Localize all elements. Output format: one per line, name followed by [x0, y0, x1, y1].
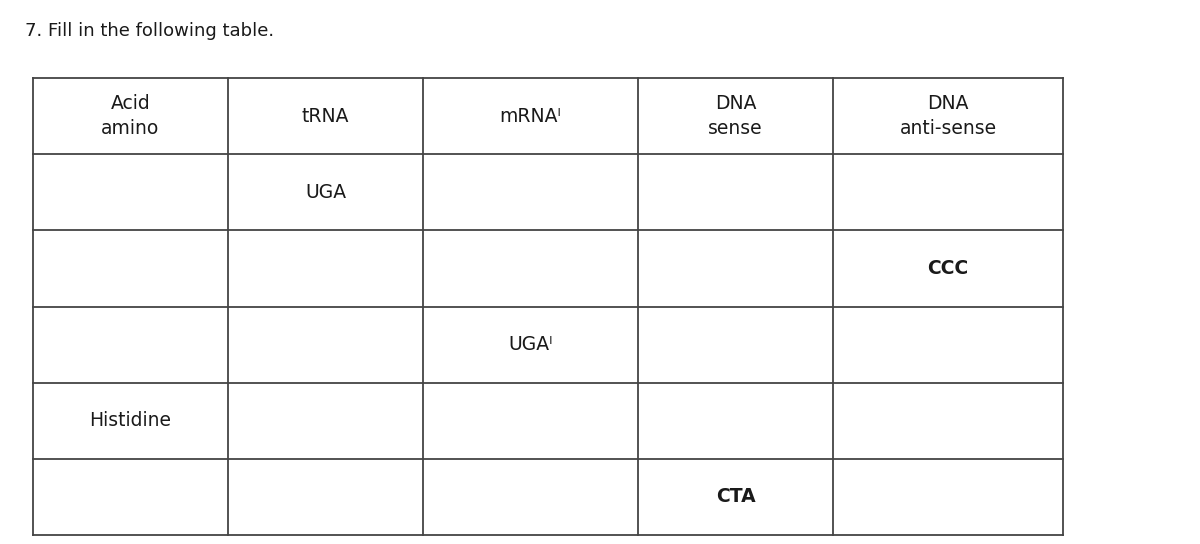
Text: 7. Fill in the following table.: 7. Fill in the following table. — [25, 22, 274, 40]
Text: tRNA: tRNA — [301, 107, 349, 126]
Text: CTA: CTA — [715, 487, 755, 506]
Text: DNA
anti-sense: DNA anti-sense — [900, 94, 996, 138]
Text: CCC: CCC — [928, 259, 968, 278]
Text: DNA
sense: DNA sense — [708, 94, 763, 138]
Text: UGA: UGA — [305, 183, 346, 202]
Text: Acid
amino: Acid amino — [101, 94, 160, 138]
Text: Histidine: Histidine — [90, 411, 172, 430]
Text: mRNAᴵ: mRNAᴵ — [499, 107, 562, 126]
Text: UGAᴵ: UGAᴵ — [509, 335, 553, 354]
